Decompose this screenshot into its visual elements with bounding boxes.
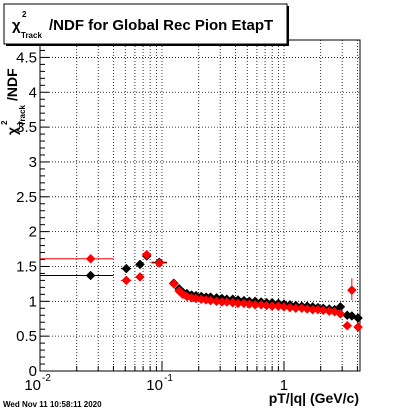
data-point: [85, 253, 96, 264]
y-tick-label: 4: [29, 84, 37, 101]
x-tick-label: 10: [24, 377, 41, 394]
y-axis-title: χ 2 Track /NDF: [0, 68, 27, 135]
title-box-shadow-bottom: [6, 44, 289, 46]
title-subscript: Track: [21, 31, 42, 40]
data-point: [121, 275, 132, 286]
x-axis-title: pT/|q| (GeV/c): [269, 390, 359, 406]
grid-layer: [40, 40, 360, 371]
title-text: /NDF for Global Rec Pion EtapT: [49, 17, 273, 34]
x-tick-label-exponent: -2: [42, 373, 51, 384]
y-tick-label: 3: [29, 154, 37, 171]
date-stamp: Wed Nov 11 10:58:11 2020: [3, 400, 102, 409]
data-point: [279, 302, 289, 312]
chart-title: χ 2 Track /NDF for Global Rec Pion EtapT: [3, 3, 289, 46]
y-tick-label: 0: [29, 363, 37, 380]
axis-layer: 10 -2 10 -1 100.511.522.533.544.5: [16, 42, 358, 394]
plot-frame: [39, 39, 361, 372]
ylabel-text: /NDF: [4, 68, 20, 101]
data-point: [135, 259, 145, 270]
data-point: [335, 309, 346, 319]
y-tick-label: 2.5: [16, 189, 37, 206]
data-point: [221, 297, 232, 307]
y-tick-label: 3.5: [16, 119, 37, 136]
y-tick-label: 2: [29, 224, 37, 241]
data-point: [342, 320, 353, 331]
ylabel-superscript: 2: [0, 120, 9, 125]
series-red: [40, 249, 363, 332]
x-tick-label-exponent: -1: [164, 373, 173, 384]
y-tick-label: 1: [29, 293, 37, 310]
data-point: [244, 299, 255, 309]
title-superscript: 2: [22, 10, 27, 19]
data-point: [135, 272, 145, 282]
data-point: [285, 302, 295, 313]
data-point: [353, 322, 363, 332]
data-point: [205, 295, 216, 306]
y-tick-label: 1.5: [16, 258, 37, 275]
y-tick-label: 0.5: [16, 328, 37, 345]
data-point: [85, 270, 96, 281]
title-chi: χ: [12, 17, 21, 34]
data-point: [121, 263, 132, 274]
data-point: [346, 285, 357, 296]
y-tick-label: 4.5: [16, 49, 37, 66]
title-box-shadow: [287, 6, 289, 46]
x-tick-label: 10: [146, 377, 163, 394]
data-layer: [40, 249, 363, 332]
ylabel-subscript: Track: [18, 105, 27, 126]
data-point: [154, 258, 165, 268]
ylabel-chi: χ: [4, 127, 20, 135]
data-point: [141, 249, 152, 260]
data-point: [168, 279, 179, 289]
data-point: [318, 305, 329, 316]
x-tick-label: 1: [280, 377, 288, 394]
